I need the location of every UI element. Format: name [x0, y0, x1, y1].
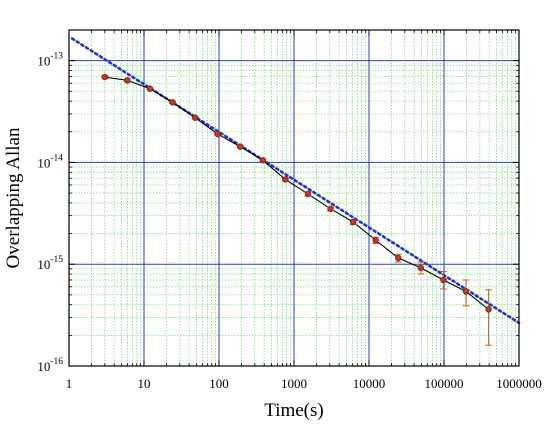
major-grid — [69, 30, 519, 366]
fit-line — [70, 37, 521, 325]
data-point — [304, 190, 312, 198]
x-tick-label: 100 — [209, 376, 229, 391]
y-axis-label: Overlapping Allan — [3, 127, 24, 268]
x-tick-label: 1000 — [281, 376, 307, 391]
data-point — [485, 306, 492, 313]
data-point — [124, 77, 131, 84]
data-point — [101, 73, 108, 81]
y-tick-label: 10-15 — [37, 255, 63, 272]
x-tick-label: 10 — [138, 376, 151, 391]
data-point — [417, 264, 425, 272]
data-point — [395, 254, 402, 262]
data-point — [259, 157, 267, 164]
y-tick-label: 10-13 — [37, 52, 63, 69]
data-point — [372, 237, 379, 244]
y-tick-labels: 10-13 10-14 10-15 10-16 — [37, 52, 63, 374]
data-point — [462, 288, 470, 295]
data-point — [169, 99, 176, 106]
data-point — [191, 114, 199, 121]
data-point — [349, 218, 357, 226]
y-tick-label: 10-14 — [37, 153, 63, 170]
data-point — [146, 85, 154, 92]
x-tick-label: 1 — [66, 376, 73, 391]
data-point — [282, 176, 289, 183]
data-line — [104, 76, 489, 310]
data-point — [237, 143, 244, 150]
x-tick-label: 100000 — [425, 376, 464, 391]
x-axis-label: Time(s) — [264, 400, 323, 421]
x-tick-label: 1000000 — [496, 376, 542, 391]
x-tick-label: 10000 — [353, 376, 386, 391]
data-point — [440, 276, 447, 284]
data-point — [327, 205, 334, 213]
fit-line-layer — [70, 37, 521, 325]
x-tick-labels: 1 10 100 1000 10000 100000 1000000 — [66, 376, 542, 391]
data-series-layer — [101, 73, 493, 346]
axis-ticks — [68, 29, 520, 367]
data-point — [214, 130, 221, 138]
y-tick-label: 10-16 — [37, 357, 63, 374]
